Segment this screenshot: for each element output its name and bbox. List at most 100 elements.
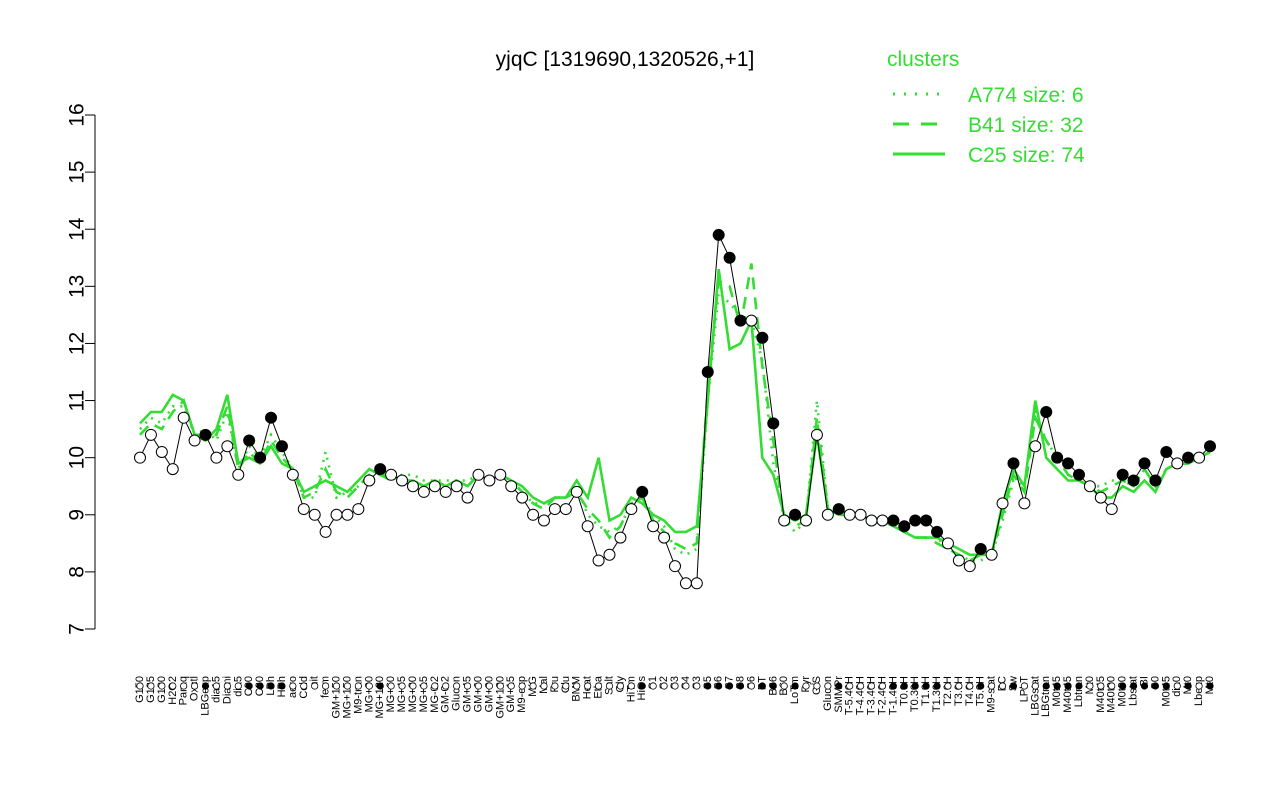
- data-point-54: [723, 251, 736, 264]
- y-tick-label-4: 11: [66, 390, 89, 412]
- x-marker-95: [1173, 682, 1181, 690]
- x-marker-37: [540, 682, 548, 690]
- data-point-59: [778, 514, 791, 527]
- x-marker-66: [857, 682, 865, 690]
- x-tick-label-74: T2.0H: [942, 676, 954, 706]
- x-marker-77: [977, 682, 985, 690]
- x-marker-31: [474, 682, 483, 690]
- data-point-61: [800, 514, 813, 527]
- data-point-11: [254, 451, 267, 464]
- data-point-33: [494, 468, 507, 481]
- x-marker-47: [649, 682, 657, 690]
- cluster-line-dotted: [139, 289, 1211, 562]
- x-marker-10: [245, 682, 253, 690]
- x-marker-48: [660, 682, 668, 690]
- data-point-67: [865, 514, 878, 527]
- x-marker-94: [1162, 682, 1170, 690]
- data-point-23: [385, 468, 398, 481]
- data-point-13: [275, 440, 288, 453]
- x-marker-65: [846, 682, 854, 690]
- x-tick-label-94: M0t45: [1160, 676, 1172, 707]
- x-marker-45: [627, 682, 635, 690]
- data-point-10: [243, 434, 256, 447]
- x-marker-81: [1020, 682, 1028, 690]
- x-marker-34: [507, 682, 515, 690]
- x-marker-83: [1042, 682, 1050, 690]
- x-marker-20: [354, 682, 362, 690]
- x-marker-61: [802, 682, 810, 690]
- data-point-97: [1193, 451, 1206, 464]
- data-point-20: [352, 503, 365, 516]
- x-marker-68: [878, 682, 887, 690]
- x-marker-64: [835, 682, 843, 690]
- legend-label-dotted: A774 size: 6: [968, 84, 1084, 107]
- x-marker-43: [605, 682, 614, 690]
- x-marker-73: [933, 682, 941, 690]
- data-point-95: [1171, 457, 1184, 470]
- data-point-47: [647, 520, 660, 533]
- data-point-88: [1094, 491, 1107, 504]
- x-marker-67: [867, 682, 876, 690]
- data-point-2: [155, 445, 168, 458]
- x-marker-19: [343, 682, 352, 690]
- data-point-74: [941, 537, 954, 550]
- x-marker-33: [496, 682, 504, 690]
- x-tick-label-90: M0t90: [1117, 676, 1129, 707]
- data-point-40: [570, 485, 583, 498]
- x-marker-74: [944, 682, 952, 690]
- x-marker-49: [671, 682, 679, 690]
- x-marker-96: [1184, 682, 1192, 690]
- x-marker-28: [442, 682, 450, 690]
- x-marker-52: [704, 682, 712, 690]
- data-point-14: [286, 468, 299, 481]
- y-tick-label-9: 16: [66, 103, 89, 126]
- x-marker-1: [147, 682, 155, 690]
- legend: clusters A774 size: 6 B41 size: 32 C25 siz…: [887, 48, 1085, 167]
- x-marker-90: [1119, 682, 1127, 690]
- x-tick-label-84: M0t45: [1051, 676, 1063, 707]
- data-point-4: [177, 411, 190, 424]
- data-point-17: [319, 525, 332, 538]
- x-marker-44: [616, 682, 625, 690]
- data-point-41: [581, 520, 594, 533]
- x-marker-76: [966, 682, 974, 690]
- x-marker-58: [769, 682, 777, 690]
- x-marker-87: [1086, 682, 1094, 690]
- data-point-57: [756, 331, 769, 344]
- y-tick-label-6: 13: [66, 275, 89, 298]
- x-marker-46: [638, 682, 646, 690]
- x-tick-label-86: Lbtran: [1073, 676, 1085, 707]
- data-point-34: [505, 480, 518, 493]
- y-tick-label-7: 14: [66, 217, 89, 241]
- data-point-44: [614, 531, 627, 544]
- data-point-68: [876, 514, 889, 527]
- x-marker-5: [190, 682, 199, 690]
- data-point-76: [963, 560, 976, 573]
- data-point-77: [974, 543, 987, 556]
- data-point-16: [308, 508, 321, 521]
- data-point-15: [297, 503, 310, 516]
- data-point-79: [996, 497, 1009, 510]
- x-marker-60: [791, 682, 799, 690]
- data-point-22: [374, 463, 387, 476]
- x-marker-93: [1151, 682, 1160, 690]
- x-tick-label-77: T5.0H: [975, 676, 987, 706]
- data-point-89: [1105, 503, 1118, 516]
- x-marker-57: [758, 682, 766, 690]
- x-tick-label-4: Paraq: [178, 676, 190, 705]
- x-marker-22: [376, 682, 384, 690]
- x-marker-41: [584, 682, 592, 690]
- data-point-87: [1083, 480, 1096, 493]
- x-marker-36: [529, 682, 537, 690]
- data-point-1: [144, 428, 157, 441]
- x-marker-29: [453, 682, 461, 690]
- data-point-49: [669, 560, 681, 573]
- x-marker-3: [169, 682, 177, 690]
- x-marker-26: [420, 682, 428, 690]
- x-marker-78: [988, 682, 996, 690]
- x-marker-35: [518, 682, 526, 690]
- data-point-31: [472, 468, 485, 481]
- x-marker-72: [922, 682, 930, 690]
- x-marker-69: [889, 682, 897, 690]
